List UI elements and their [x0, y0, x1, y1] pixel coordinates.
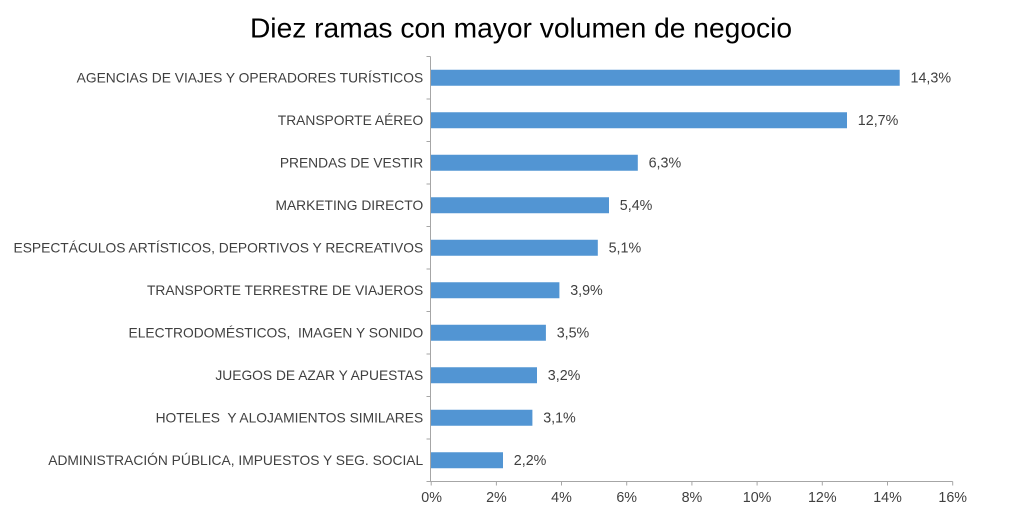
svg-text:3,9%: 3,9%	[570, 283, 603, 299]
svg-text:ELECTRODOMÉSTICOS, IMAGEN Y S: ELECTRODOMÉSTICOS, IMAGEN Y SONIDO	[129, 325, 424, 341]
svg-text:PRENDAS DE VESTIR: PRENDAS DE VESTIR	[280, 156, 423, 171]
svg-text:AGENCIAS DE VIAJES Y OPERADORE: AGENCIAS DE VIAJES Y OPERADORES TURÍSTIC…	[77, 70, 424, 86]
svg-text:TRANSPORTE TERRESTRE DE VIAJER: TRANSPORTE TERRESTRE DE VIAJEROS	[147, 283, 423, 298]
svg-text:5,4%: 5,4%	[620, 198, 653, 214]
svg-text:12,7%: 12,7%	[858, 113, 899, 129]
svg-text:8%: 8%	[682, 490, 703, 506]
svg-text:3,1%: 3,1%	[543, 411, 576, 427]
svg-text:Diez ramas con mayor volumen d: Diez ramas con mayor volumen de negocio	[250, 12, 792, 44]
svg-text:10%: 10%	[743, 490, 772, 506]
svg-text:4%: 4%	[551, 490, 572, 506]
svg-text:HOTELES Y ALOJAMIENTOS SIMILA: HOTELES Y ALOJAMIENTOS SIMILARES	[156, 411, 424, 426]
svg-text:16%: 16%	[938, 490, 967, 506]
svg-text:6%: 6%	[616, 490, 637, 506]
svg-text:3,5%: 3,5%	[557, 326, 590, 342]
svg-text:ESPECTÁCULOS ARTÍSTICOS, DEPOR: ESPECTÁCULOS ARTÍSTICOS, DEPORTIVOS Y RE…	[14, 240, 424, 256]
svg-text:2,2%: 2,2%	[514, 453, 547, 469]
svg-text:12%: 12%	[808, 490, 837, 506]
svg-text:MARKETING DIRECTO: MARKETING DIRECTO	[275, 198, 423, 213]
svg-text:6,3%: 6,3%	[649, 156, 682, 172]
svg-text:5,1%: 5,1%	[609, 241, 642, 257]
svg-text:0%: 0%	[421, 490, 442, 506]
svg-text:14%: 14%	[873, 490, 902, 506]
svg-text:2%: 2%	[486, 490, 507, 506]
svg-text:3,2%: 3,2%	[548, 368, 581, 384]
svg-text:JUEGOS DE AZAR Y APUESTAS: JUEGOS DE AZAR Y APUESTAS	[215, 368, 423, 383]
svg-text:14,3%: 14,3%	[911, 71, 952, 87]
svg-text:TRANSPORTE AÉREO: TRANSPORTE AÉREO	[278, 112, 424, 128]
svg-text:ADMINISTRACIÓN PÚBLICA, IMPUES: ADMINISTRACIÓN PÚBLICA, IMPUESTOS Y SEG.…	[48, 452, 423, 468]
